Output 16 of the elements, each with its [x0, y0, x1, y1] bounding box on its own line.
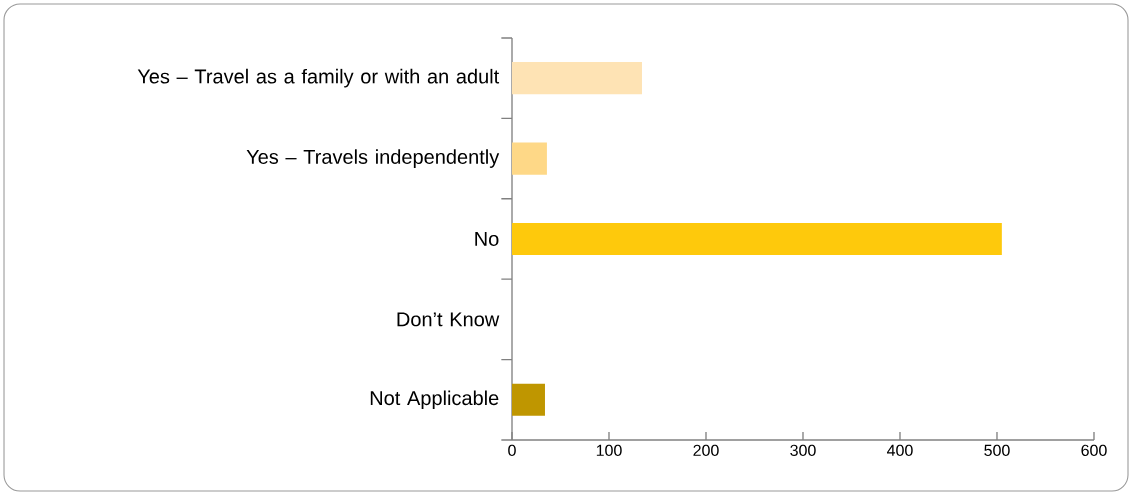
- x-tick-label: 300: [790, 444, 816, 457]
- y-tick-label: No: [475, 232, 499, 246]
- y-tick-label: Not Applicable: [370, 390, 499, 410]
- x-tick-label: 0: [508, 444, 516, 457]
- x-tick-label: 500: [984, 444, 1010, 457]
- x-tick-label: 100: [596, 444, 622, 457]
- x-tick-label: 200: [693, 444, 719, 457]
- y-tick-label: Don’t Know: [397, 312, 500, 327]
- bar: [512, 62, 642, 95]
- bar: [512, 222, 1002, 256]
- bar: [512, 142, 547, 175]
- x-tick-label: 600: [1081, 444, 1107, 457]
- x-tick-label: 400: [887, 444, 913, 457]
- bar: [512, 383, 545, 416]
- y-tick-label: Yes – Travel as a family or with an adult: [137, 68, 500, 88]
- y-tick-label: Yes – Travels independently: [246, 149, 500, 168]
